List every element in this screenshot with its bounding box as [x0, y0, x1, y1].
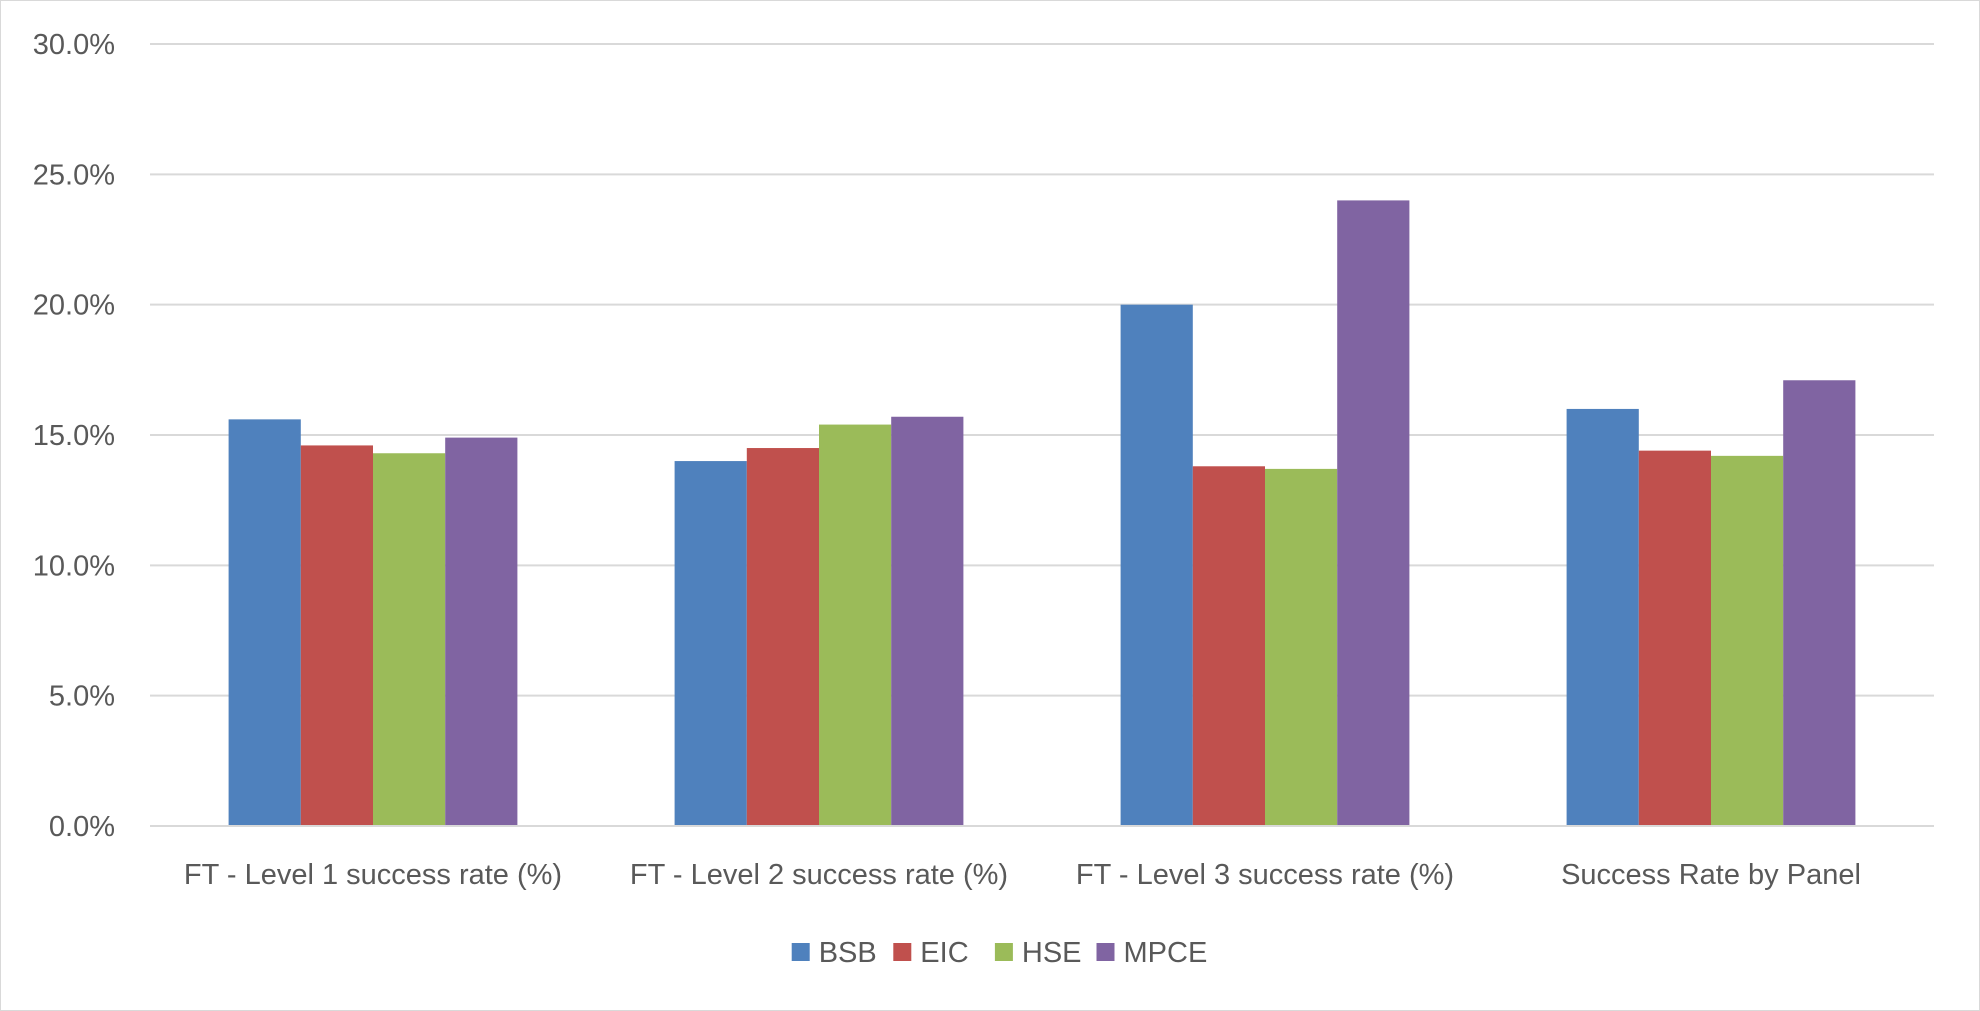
bar-eic-1 — [746, 448, 819, 826]
legend-label-mpce: MPCE — [1124, 937, 1208, 969]
bar-hse-0 — [373, 453, 446, 826]
legend-label-bsb: BSB — [819, 937, 877, 969]
y-tick-label: 15.0% — [33, 420, 115, 452]
bar-bsb-2 — [1120, 304, 1193, 827]
y-tick-label: 20.0% — [33, 290, 115, 322]
bar-mpce-3 — [1783, 380, 1856, 826]
bar-bsb-1 — [674, 461, 747, 826]
y-tick-label: 30.0% — [33, 29, 115, 61]
y-tick-label: 0.0% — [49, 811, 115, 843]
bar-bsb-3 — [1566, 408, 1639, 826]
bar-bsb-0 — [228, 419, 301, 826]
x-category-label: FT - Level 1 success rate (%) — [184, 859, 562, 891]
x-axis-category-labels: FT - Level 1 success rate (%) FT - Level … — [184, 859, 1861, 891]
bar-eic-0 — [300, 445, 373, 826]
legend-swatch-bsb — [791, 943, 810, 961]
x-category-label: FT - Level 3 success rate (%) — [1076, 859, 1454, 891]
x-category-label: FT - Level 2 success rate (%) — [630, 859, 1008, 891]
bar-hse-1 — [819, 424, 892, 826]
legend: BSB EIC HSE MPCE — [791, 937, 1208, 969]
y-tick-label: 25.0% — [33, 159, 115, 191]
bar-mpce-0 — [445, 437, 518, 826]
legend-label-hse: HSE — [1022, 937, 1082, 969]
y-axis-tick-labels: 0.0% 5.0% 10.0% 15.0% 20.0% 25.0% 30.0% — [33, 29, 115, 843]
legend-swatch-hse — [994, 943, 1013, 961]
x-category-label: Success Rate by Panel — [1561, 859, 1861, 891]
bar-mpce-1 — [891, 416, 964, 826]
bars — [228, 200, 1856, 827]
bar-mpce-2 — [1337, 200, 1410, 826]
legend-swatch-eic — [893, 943, 912, 961]
bar-hse-3 — [1711, 455, 1784, 826]
bar-eic-3 — [1638, 450, 1711, 826]
bar-eic-2 — [1192, 466, 1265, 826]
legend-swatch-mpce — [1096, 943, 1115, 961]
y-tick-label: 10.0% — [33, 550, 115, 582]
legend-label-eic: EIC — [920, 937, 968, 969]
y-tick-label: 5.0% — [49, 681, 115, 713]
bar-hse-2 — [1265, 468, 1338, 826]
